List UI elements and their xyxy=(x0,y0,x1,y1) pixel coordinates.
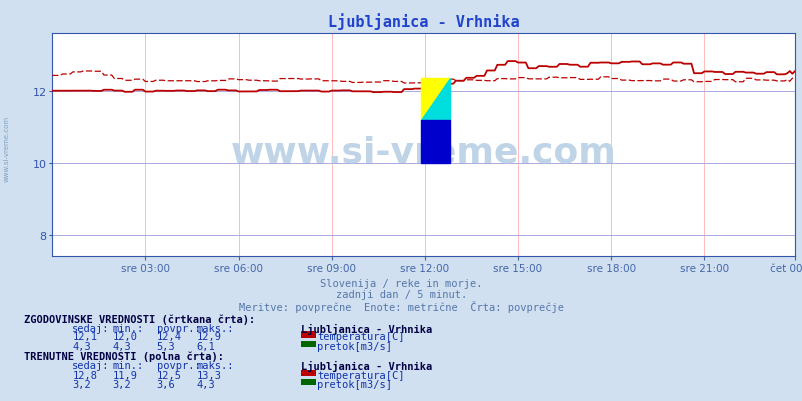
Text: 4,3: 4,3 xyxy=(112,341,131,351)
Text: 3,2: 3,2 xyxy=(112,379,131,389)
Text: sedaj:: sedaj: xyxy=(72,323,110,333)
Text: 13,3: 13,3 xyxy=(196,370,221,380)
Text: ZGODOVINSKE VREDNOSTI (črtkana črta):: ZGODOVINSKE VREDNOSTI (črtkana črta): xyxy=(24,314,255,324)
Text: 12,1: 12,1 xyxy=(72,332,97,342)
Text: povpr.:: povpr.: xyxy=(156,323,200,333)
Text: 12,0: 12,0 xyxy=(112,332,137,342)
Polygon shape xyxy=(421,79,449,121)
Text: povpr.:: povpr.: xyxy=(156,360,200,370)
Text: 3,2: 3,2 xyxy=(72,379,91,389)
Text: sedaj:: sedaj: xyxy=(72,360,110,370)
Text: 5,3: 5,3 xyxy=(156,341,175,351)
Title: Ljubljanica - Vrhnika: Ljubljanica - Vrhnika xyxy=(327,13,519,30)
Text: 12,9: 12,9 xyxy=(196,332,221,342)
Text: Slovenija / reke in morje.: Slovenija / reke in morje. xyxy=(320,279,482,289)
Polygon shape xyxy=(421,121,449,163)
Text: Ljubljanica - Vrhnika: Ljubljanica - Vrhnika xyxy=(301,360,431,371)
Text: 3,6: 3,6 xyxy=(156,379,175,389)
Text: 4,3: 4,3 xyxy=(72,341,91,351)
Text: zadnji dan / 5 minut.: zadnji dan / 5 minut. xyxy=(335,290,467,300)
Polygon shape xyxy=(421,79,449,121)
Text: maks.:: maks.: xyxy=(196,323,234,333)
Text: pretok[m3/s]: pretok[m3/s] xyxy=(317,341,391,351)
Text: 12,8: 12,8 xyxy=(72,370,97,380)
Text: temperatura[C]: temperatura[C] xyxy=(317,332,404,342)
Text: min.:: min.: xyxy=(112,323,144,333)
Text: min.:: min.: xyxy=(112,360,144,370)
Text: 11,9: 11,9 xyxy=(112,370,137,380)
Text: 6,1: 6,1 xyxy=(196,341,215,351)
Text: pretok[m3/s]: pretok[m3/s] xyxy=(317,379,391,389)
Text: temperatura[C]: temperatura[C] xyxy=(317,370,404,380)
Text: 12,4: 12,4 xyxy=(156,332,181,342)
Text: 4,3: 4,3 xyxy=(196,379,215,389)
Text: www.si-vreme.com: www.si-vreme.com xyxy=(230,135,616,169)
Text: www.si-vreme.com: www.si-vreme.com xyxy=(3,115,10,181)
Text: 12,5: 12,5 xyxy=(156,370,181,380)
Text: Meritve: povprečne  Enote: metrične  Črta: povprečje: Meritve: povprečne Enote: metrične Črta:… xyxy=(239,300,563,312)
Text: maks.:: maks.: xyxy=(196,360,234,370)
Text: TRENUTNE VREDNOSTI (polna črta):: TRENUTNE VREDNOSTI (polna črta): xyxy=(24,351,224,361)
Text: Ljubljanica - Vrhnika: Ljubljanica - Vrhnika xyxy=(301,323,431,334)
